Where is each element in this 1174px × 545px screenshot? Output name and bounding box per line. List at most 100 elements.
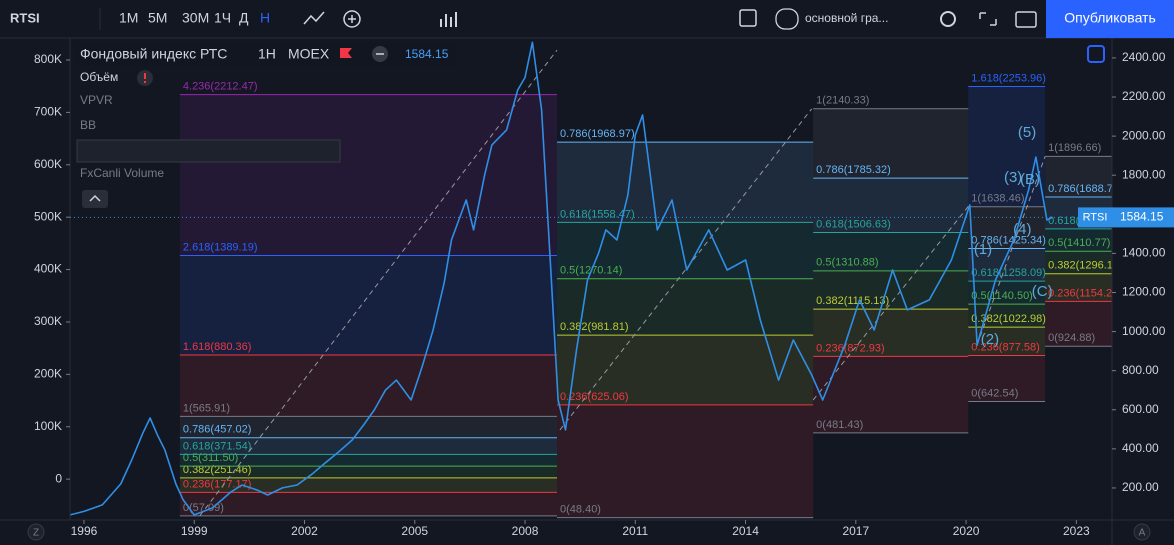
fib-label: 0(481.43) (816, 419, 863, 431)
symbol-tag (1078, 207, 1112, 228)
y2-tick-label: 200K (34, 367, 62, 381)
time-axis: 1996 1999 2002 2005 2008 2011 2014 2017 2020 2023 (71, 520, 1090, 538)
x-tick-label: 2005 (401, 524, 428, 538)
indicator-name[interactable]: BB (80, 118, 96, 132)
y2-tick-label: 0 (55, 471, 62, 485)
axis-button[interactable] (27, 523, 45, 541)
fib-band (1045, 301, 1112, 347)
y2-tick-label: 800K (34, 52, 62, 66)
fib-band (968, 355, 1046, 402)
legend: Фондовый индекс РТС 1H MOEX 1584.15 (74, 42, 457, 208)
fib-label: 0.618(1506.63) (816, 218, 891, 230)
fib-band (179, 255, 558, 355)
fib-band (1045, 251, 1112, 274)
fib-label: 1.618(880.36) (183, 341, 252, 353)
toolbar: RTSI основной гра... Опубликовать 1M 5M 30… (10, 0, 1174, 38)
cloud-icon[interactable] (775, 8, 799, 30)
fib-label: 0.382(251.46) (183, 464, 252, 476)
line-type-icon[interactable] (303, 11, 325, 25)
wave-label: (3) (1004, 169, 1022, 186)
fib-band (557, 142, 814, 223)
wave-label: (B) (1020, 171, 1040, 188)
fib-band (179, 437, 558, 455)
fib-band (813, 309, 969, 357)
fib-band (557, 278, 814, 336)
interval-button[interactable]: 1Ч (214, 10, 231, 26)
fib-band (179, 354, 558, 417)
fib-band (1045, 156, 1112, 197)
last-price-label: 1584.15 (1120, 210, 1164, 224)
interval-button[interactable]: Н (260, 10, 270, 26)
x-tick-label: 2023 (1063, 524, 1090, 538)
checkbox[interactable] (739, 9, 757, 27)
fib-band (179, 416, 558, 438)
interval-button[interactable]: Д (239, 10, 249, 26)
interval-button[interactable]: 5M (148, 10, 167, 26)
fib-label: 0(642.54) (971, 387, 1018, 399)
legend-title: Фондовый индекс РТС (80, 46, 227, 62)
y2-tick-label: 300K (34, 314, 62, 328)
indicator-name[interactable]: Объём (80, 70, 118, 84)
flag-icon[interactable] (340, 48, 352, 58)
fib-band (557, 335, 814, 405)
y2-tick-label: 600K (34, 157, 62, 171)
fib-label: 0.5(311.50) (183, 452, 238, 464)
indicator-name[interactable]: FxCanli Volume (80, 166, 164, 180)
fib-label: 0.236(877.58) (971, 341, 1040, 353)
collapse-icon (89, 194, 101, 202)
fib-label: 0.382(981.81) (560, 321, 629, 333)
fib-label: 0.5(1410.77) (1048, 237, 1110, 249)
fib-band (1045, 228, 1112, 252)
publish-label: Опубликовать (1064, 10, 1156, 26)
fib-band (813, 108, 969, 179)
settings-icon[interactable] (940, 11, 956, 27)
fib-label: 0.236(872.93) (816, 342, 885, 354)
fib-label: 1.618(2253.96) (971, 72, 1046, 84)
camera-icon[interactable] (1015, 11, 1037, 28)
legend-interval: 1H (258, 46, 276, 62)
y-tick-label: 2400.00 (1122, 50, 1166, 64)
interval-button[interactable]: 1M (119, 10, 138, 26)
price-tag: RTSI 1584.15 (70, 45, 1174, 228)
symbol[interactable]: RTSI (10, 10, 40, 25)
fib-label: 0.382(1296.11) (1048, 260, 1122, 272)
axis-button[interactable] (1133, 523, 1151, 541)
fib-label: 0.786(1688.70) (1048, 183, 1123, 195)
sync-button[interactable] (1087, 45, 1105, 63)
x-tick-label: 2002 (291, 524, 318, 538)
x-tick-label: 2017 (842, 524, 869, 538)
indicators-icon[interactable] (440, 12, 457, 27)
y2-tick-label: 400K (34, 262, 62, 276)
indicator-name[interactable]: VPVR (80, 93, 113, 107)
layout-name[interactable]: основной гра... (805, 11, 888, 25)
fib-band (813, 178, 969, 233)
fib-band (1045, 273, 1112, 302)
wave-label: (1) (974, 241, 992, 258)
trend-line (976, 156, 1046, 346)
fib-label: 0.618(371.54) (183, 440, 252, 452)
fib-band (179, 492, 558, 516)
y-tick-label: 800.00 (1122, 363, 1159, 377)
fib-label: 0.786(457.02) (183, 424, 252, 436)
y-tick-label: 600.00 (1122, 402, 1159, 416)
interval-button[interactable]: 30M (182, 10, 209, 26)
fib-label: 0.786(1968.97) (560, 128, 635, 140)
wave-label: (2) (981, 331, 999, 348)
fullscreen-icon[interactable] (979, 12, 997, 26)
publish-button[interactable] (1046, 0, 1174, 38)
fib-label: 0.382(1115.13) (816, 295, 889, 307)
add-icon-cross (348, 15, 356, 23)
add-icon[interactable] (343, 10, 361, 28)
trend-line (199, 49, 558, 517)
legend-bg (74, 42, 457, 66)
y-tick-label: 1800.00 (1122, 167, 1166, 181)
collapse-button[interactable] (82, 190, 108, 208)
fib-label: 0.786(1425.34) (971, 234, 1046, 246)
y2-tick-label: 700K (34, 105, 62, 119)
y-tick-label: 1000.00 (1122, 324, 1166, 338)
legend-last: 1584.15 (405, 47, 449, 61)
x-tick-label: 2011 (622, 524, 648, 538)
fib-label: 0(57.09) (183, 502, 224, 514)
